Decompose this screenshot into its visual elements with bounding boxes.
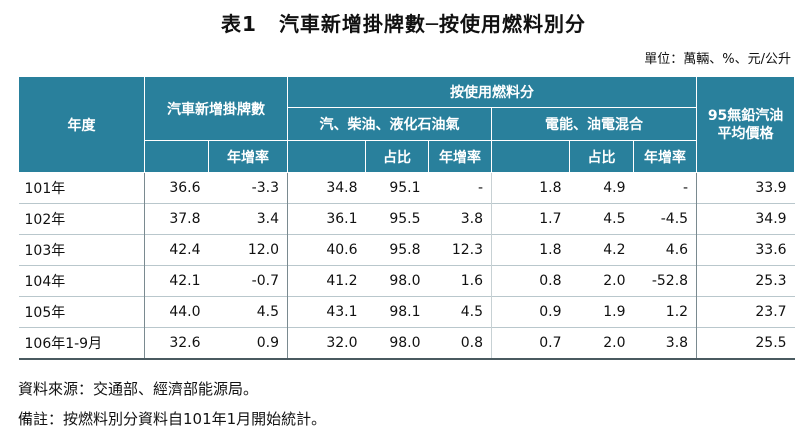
- cell-gas-growth: 12.3: [428, 234, 492, 266]
- table-number: 表1: [221, 12, 257, 36]
- table-row: 104年 42.1 -0.7 41.2 98.0 1.6 0.8 2.0 -52…: [18, 265, 795, 297]
- footnotes: 資料來源：交通部、經濟部能源局。 備註：按燃料別分資料自101年1月開始統計。: [18, 374, 326, 434]
- cell-ev: 1.8: [491, 234, 570, 266]
- row-year: 101年: [18, 172, 145, 204]
- header-ev-growth: 年增率: [632, 140, 698, 173]
- row-year: 103年: [18, 234, 145, 266]
- header-gas-blank: [287, 140, 366, 173]
- table-row: 102年 37.8 3.4 36.1 95.5 3.8 1.7 4.5 -4.5…: [18, 203, 795, 235]
- cell-gas-share: 95.8: [365, 234, 429, 266]
- unit-label: 單位：萬輛、%、元/公升: [644, 52, 791, 67]
- cell-ev: 1.7: [491, 203, 570, 235]
- cell-ev-share: 4.5: [569, 203, 634, 235]
- header-gas-share: 占比: [365, 140, 429, 173]
- cell-total-growth: -0.7: [208, 265, 288, 297]
- table-row: 101年 36.6 -3.3 34.8 95.1 - 1.8 4.9 - 33.…: [18, 172, 795, 204]
- cell-total-growth: 4.5: [208, 296, 288, 328]
- cell-ev: 0.8: [491, 265, 570, 297]
- cell-ev-growth: -4.5: [633, 203, 697, 235]
- cell-gas-growth: 3.8: [428, 203, 492, 235]
- cell-ev-growth: -: [633, 172, 697, 204]
- row-year: 105年: [18, 296, 145, 328]
- cell-gas-share: 98.0: [365, 327, 429, 360]
- cell-ev-share: 2.0: [569, 265, 634, 297]
- cell-total: 42.1: [144, 265, 209, 297]
- header-gas-growth: 年增率: [428, 140, 492, 173]
- cell-gas-growth: 4.5: [428, 296, 492, 328]
- cell-ev-growth: 1.2: [633, 296, 697, 328]
- cell-ev-share: 1.9: [569, 296, 634, 328]
- cell-price: 25.3: [696, 265, 795, 297]
- cell-gas: 43.1: [287, 296, 366, 328]
- cell-total-growth: 3.4: [208, 203, 288, 235]
- cell-total: 36.6: [144, 172, 209, 204]
- header-year: 年度: [18, 76, 145, 173]
- cell-gas: 40.6: [287, 234, 366, 266]
- cell-gas-share: 95.5: [365, 203, 429, 235]
- header-total-growth: 年增率: [208, 140, 288, 173]
- cell-total: 44.0: [144, 296, 209, 328]
- cell-gas-share: 98.1: [365, 296, 429, 328]
- data-table: 年度 汽車新增掛牌數 按使用燃料分 95無鉛汽油平均價格 汽、柴油、液化石油氣 …: [18, 76, 796, 360]
- cell-gas-growth: 1.6: [428, 265, 492, 297]
- cell-ev-share: 2.0: [569, 327, 634, 360]
- cell-gas-growth: 0.8: [428, 327, 492, 360]
- header-by-fuel: 按使用燃料分: [286, 76, 698, 108]
- header-ev-blank: [491, 140, 570, 173]
- cell-price: 33.6: [696, 234, 795, 266]
- header-ev-share: 占比: [569, 140, 634, 173]
- cell-ev-growth: 3.8: [633, 327, 697, 360]
- cell-ev: 0.7: [491, 327, 570, 360]
- cell-gas-share: 98.0: [365, 265, 429, 297]
- cell-total-growth: 12.0: [208, 234, 288, 266]
- source-note: 資料來源：交通部、經濟部能源局。: [18, 380, 259, 398]
- row-year: 106年1-9月: [18, 327, 145, 360]
- cell-ev-share: 4.2: [569, 234, 634, 266]
- cell-gas: 34.8: [287, 172, 366, 204]
- cell-price: 33.9: [696, 172, 795, 204]
- header-price: 95無鉛汽油平均價格: [696, 76, 796, 173]
- cell-ev: 0.9: [491, 296, 570, 328]
- cell-total-growth: -3.3: [208, 172, 288, 204]
- cell-total: 32.6: [144, 327, 209, 360]
- header-total-blank: [144, 140, 209, 173]
- table-row: 103年 42.4 12.0 40.6 95.8 12.3 1.8 4.2 4.…: [18, 234, 795, 266]
- cell-ev-share: 4.9: [569, 172, 634, 204]
- table-row: 105年 44.0 4.5 43.1 98.1 4.5 0.9 1.9 1.2 …: [18, 296, 795, 328]
- cell-total-growth: 0.9: [208, 327, 288, 360]
- cell-price: 23.7: [696, 296, 795, 328]
- header-electric: 電能、油電混合: [490, 107, 698, 141]
- table-row: 106年1-9月 32.6 0.9 32.0 98.0 0.8 0.7 2.0 …: [18, 327, 795, 360]
- row-year: 102年: [18, 203, 145, 235]
- header-gasoline: 汽、柴油、液化石油氣: [287, 107, 492, 141]
- cell-gas-share: 95.1: [365, 172, 429, 204]
- table-title: 表1 汽車新增掛牌數─按使用燃料別分: [0, 8, 807, 37]
- cell-gas: 36.1: [287, 203, 366, 235]
- cell-gas: 32.0: [287, 327, 366, 360]
- remark-note: 備註：按燃料別分資料自101年1月開始統計。: [18, 410, 327, 428]
- table-title-text: 汽車新增掛牌數─按使用燃料別分: [278, 12, 586, 36]
- cell-price: 34.9: [696, 203, 795, 235]
- cell-gas-growth: -: [428, 172, 492, 204]
- cell-gas: 41.2: [287, 265, 366, 297]
- row-year: 104年: [18, 265, 145, 297]
- cell-ev-growth: -52.8: [633, 265, 697, 297]
- cell-price: 25.5: [696, 327, 795, 360]
- cell-total: 42.4: [144, 234, 209, 266]
- cell-total: 37.8: [144, 203, 209, 235]
- cell-ev-growth: 4.6: [633, 234, 697, 266]
- cell-ev: 1.8: [491, 172, 570, 204]
- header-new-plates: 汽車新增掛牌數: [144, 76, 288, 141]
